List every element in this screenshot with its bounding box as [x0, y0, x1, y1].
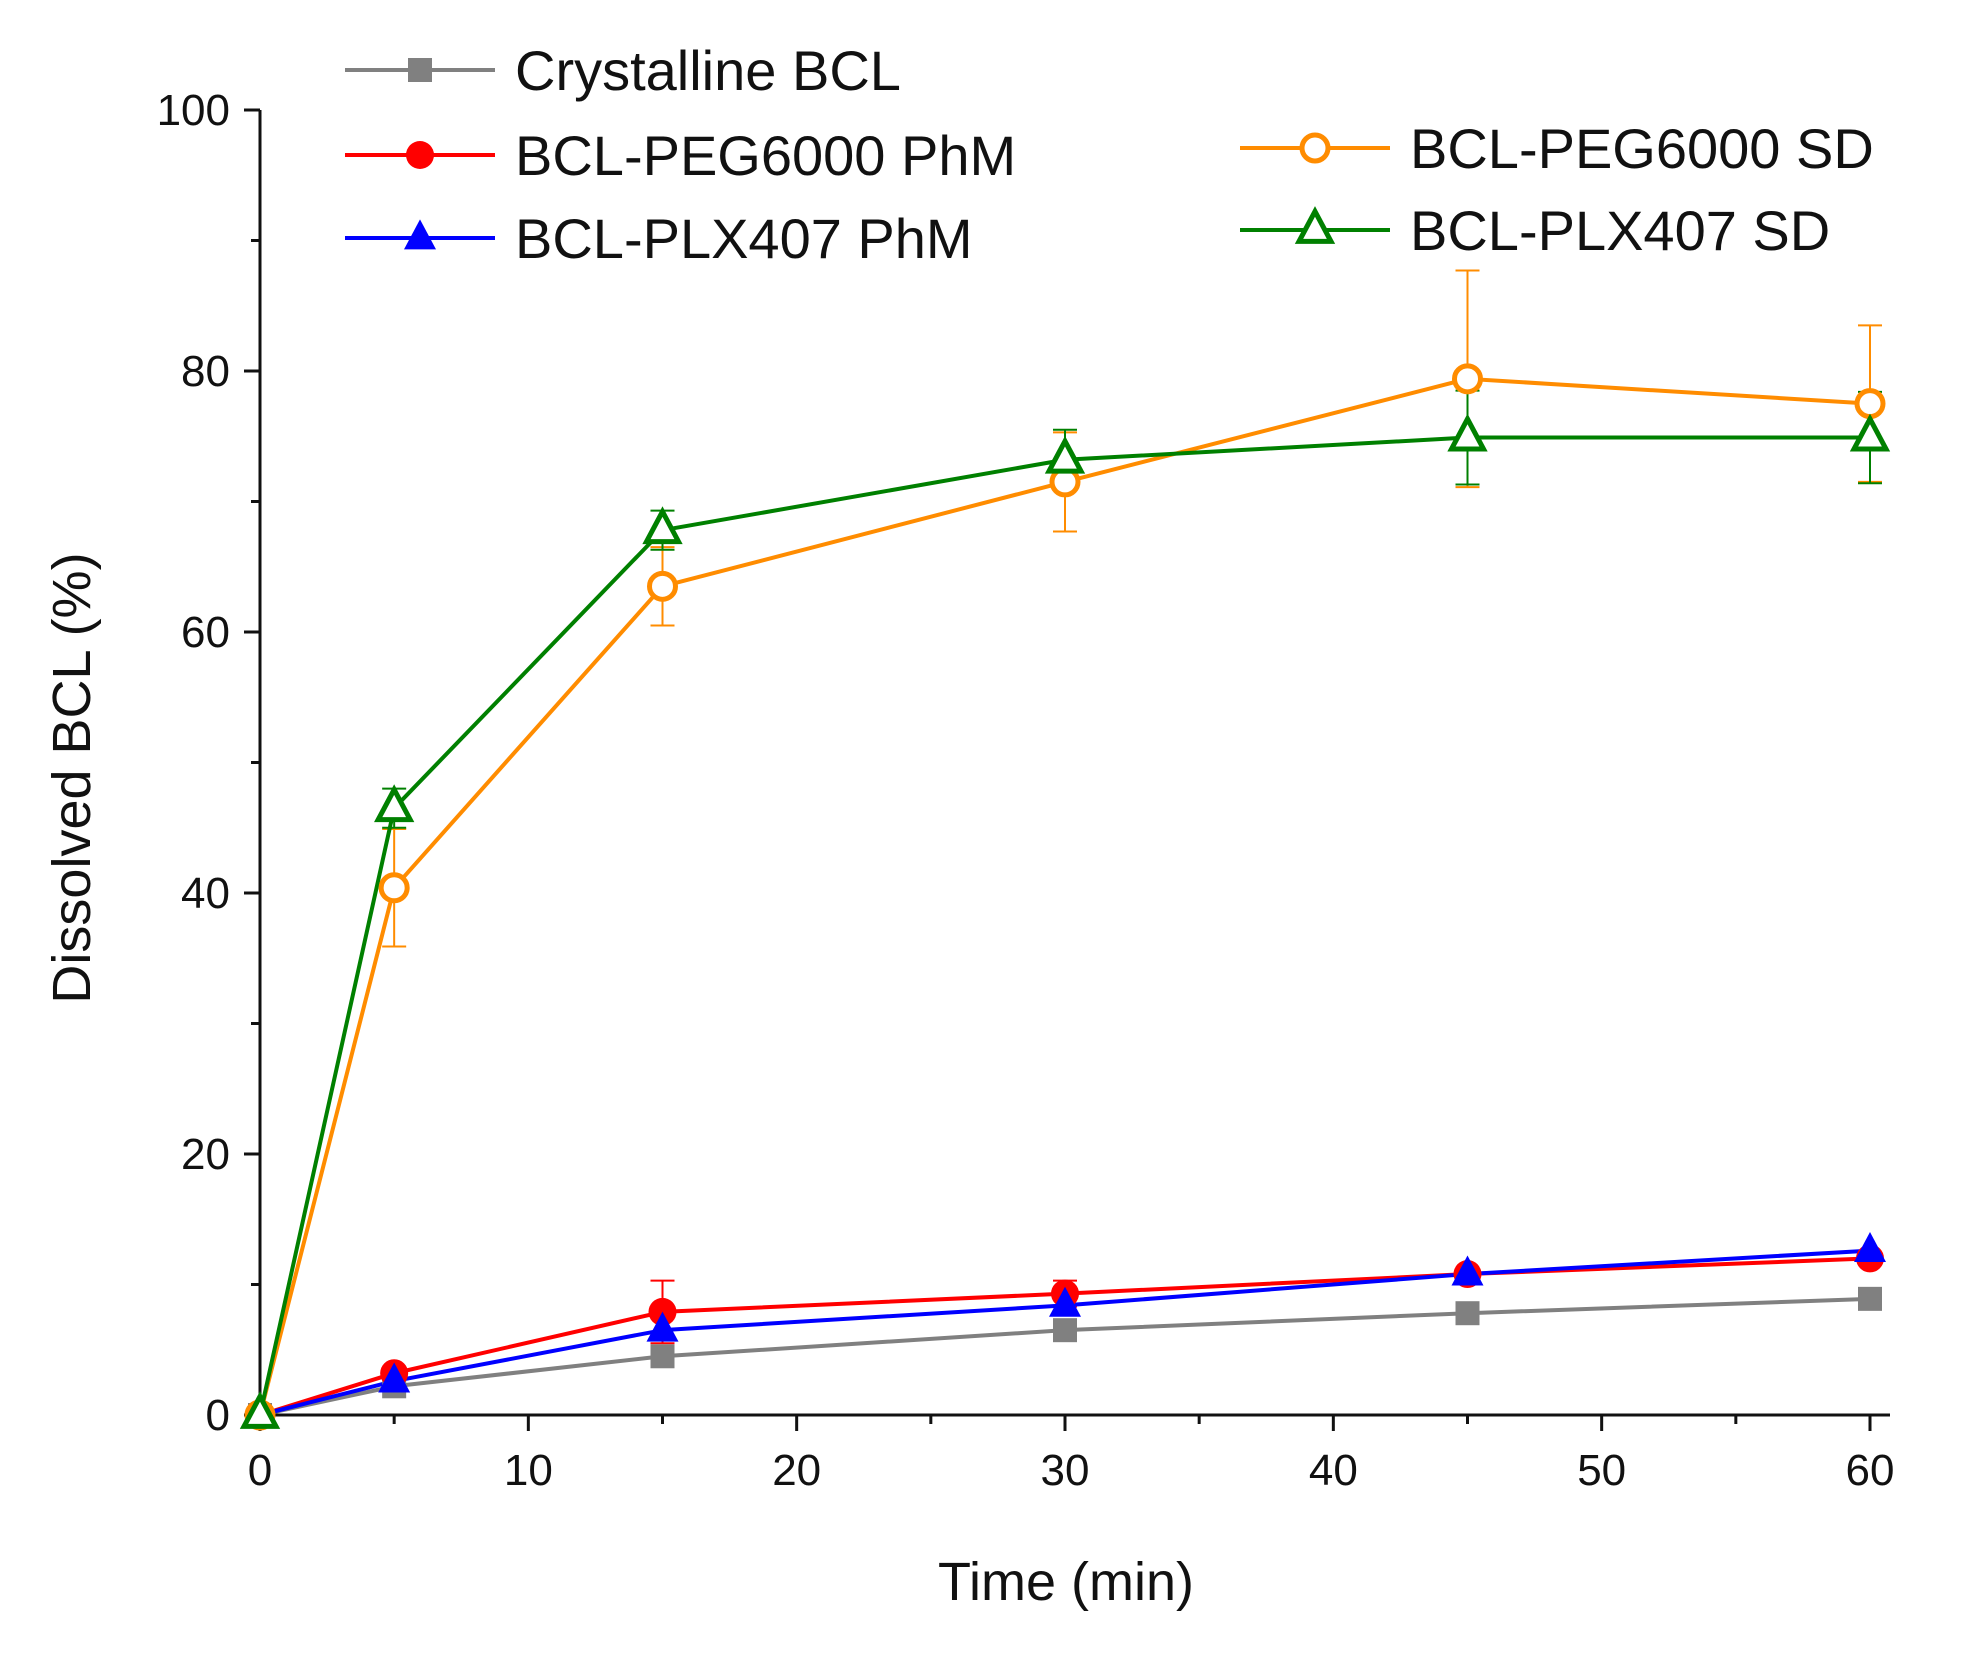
y-tick-label: 60: [181, 608, 230, 657]
axes: 0 10 20 30 40 50 60 0 20 40 60 80 100: [157, 86, 1895, 1495]
data-point: [1053, 1318, 1077, 1343]
series-line: [258, 435, 1870, 1416]
legend-item: BCL-PEG6000 SD: [1240, 117, 1874, 180]
series-2: [259, 1248, 1871, 1417]
data-point: [1044, 435, 1086, 474]
legend-item: BCL-PEG6000 PhM: [345, 124, 1016, 187]
legend-item: Crystalline BCL: [345, 39, 901, 102]
data-point: [1452, 363, 1483, 395]
data-point: [373, 784, 415, 823]
data-point: [1854, 1231, 1886, 1262]
series-0: [259, 1296, 1871, 1417]
x-tick-label: 40: [1309, 1446, 1358, 1495]
x-tick-label: 50: [1577, 1446, 1626, 1495]
data-point: [642, 506, 683, 545]
y-tick-label: 100: [157, 86, 230, 135]
legend-marker: [1299, 132, 1331, 164]
series-line: [259, 1248, 1871, 1417]
data-point: [1451, 1255, 1484, 1286]
legend-label: Crystalline BCL: [515, 39, 901, 102]
y-tick-label: 20: [181, 1130, 230, 1179]
data-point: [239, 1391, 281, 1429]
data-point: [1854, 388, 1886, 420]
data-point: [650, 1344, 675, 1369]
x-tick-label: 0: [248, 1446, 272, 1495]
legend-marker: [408, 58, 432, 82]
data-point: [647, 570, 678, 602]
legend-marker: [404, 219, 436, 250]
legend: Crystalline BCL BCL-PEG6000 PhM BCL-PLX407…: [345, 39, 1874, 270]
legend-item: BCL-PLX407 SD: [1240, 199, 1830, 262]
x-tick-label: 60: [1846, 1446, 1895, 1495]
data-point: [1455, 1301, 1480, 1326]
data-point: [1447, 413, 1488, 452]
legend-label: BCL-PLX407 SD: [1410, 199, 1830, 262]
data-point: [1858, 1286, 1882, 1311]
series-3: [258, 269, 1882, 1416]
y-axis-title: Dissolved BCL (%): [42, 552, 102, 1003]
y-tick-label: 80: [181, 347, 230, 396]
series-4: [258, 389, 1882, 1416]
data-point: [378, 872, 410, 904]
data-point: [1049, 1286, 1081, 1317]
data-point: [378, 1362, 411, 1393]
legend-item: BCL-PLX407 PhM: [345, 207, 973, 270]
y-tick-label: 0: [206, 1391, 230, 1440]
legend-label: BCL-PLX407 PhM: [515, 207, 973, 270]
data-point: [646, 1311, 679, 1342]
legend-marker: [406, 141, 434, 169]
data-point: [1849, 413, 1891, 452]
legend-label: BCL-PEG6000 SD: [1410, 117, 1874, 180]
legend-label: BCL-PEG6000 PhM: [515, 124, 1016, 187]
series-layer: [239, 269, 1891, 1431]
series-line: [259, 1296, 1871, 1417]
series-markers-4: [239, 413, 1891, 1429]
x-axis-title: Time (min): [938, 1552, 1194, 1612]
y-tick-label: 40: [181, 869, 230, 918]
x-tick-label: 20: [772, 1446, 821, 1495]
series-line: [258, 376, 1871, 1416]
x-tick-label: 30: [1041, 1446, 1090, 1495]
x-tick-label: 10: [504, 1446, 553, 1495]
legend-marker: [1294, 206, 1336, 244]
